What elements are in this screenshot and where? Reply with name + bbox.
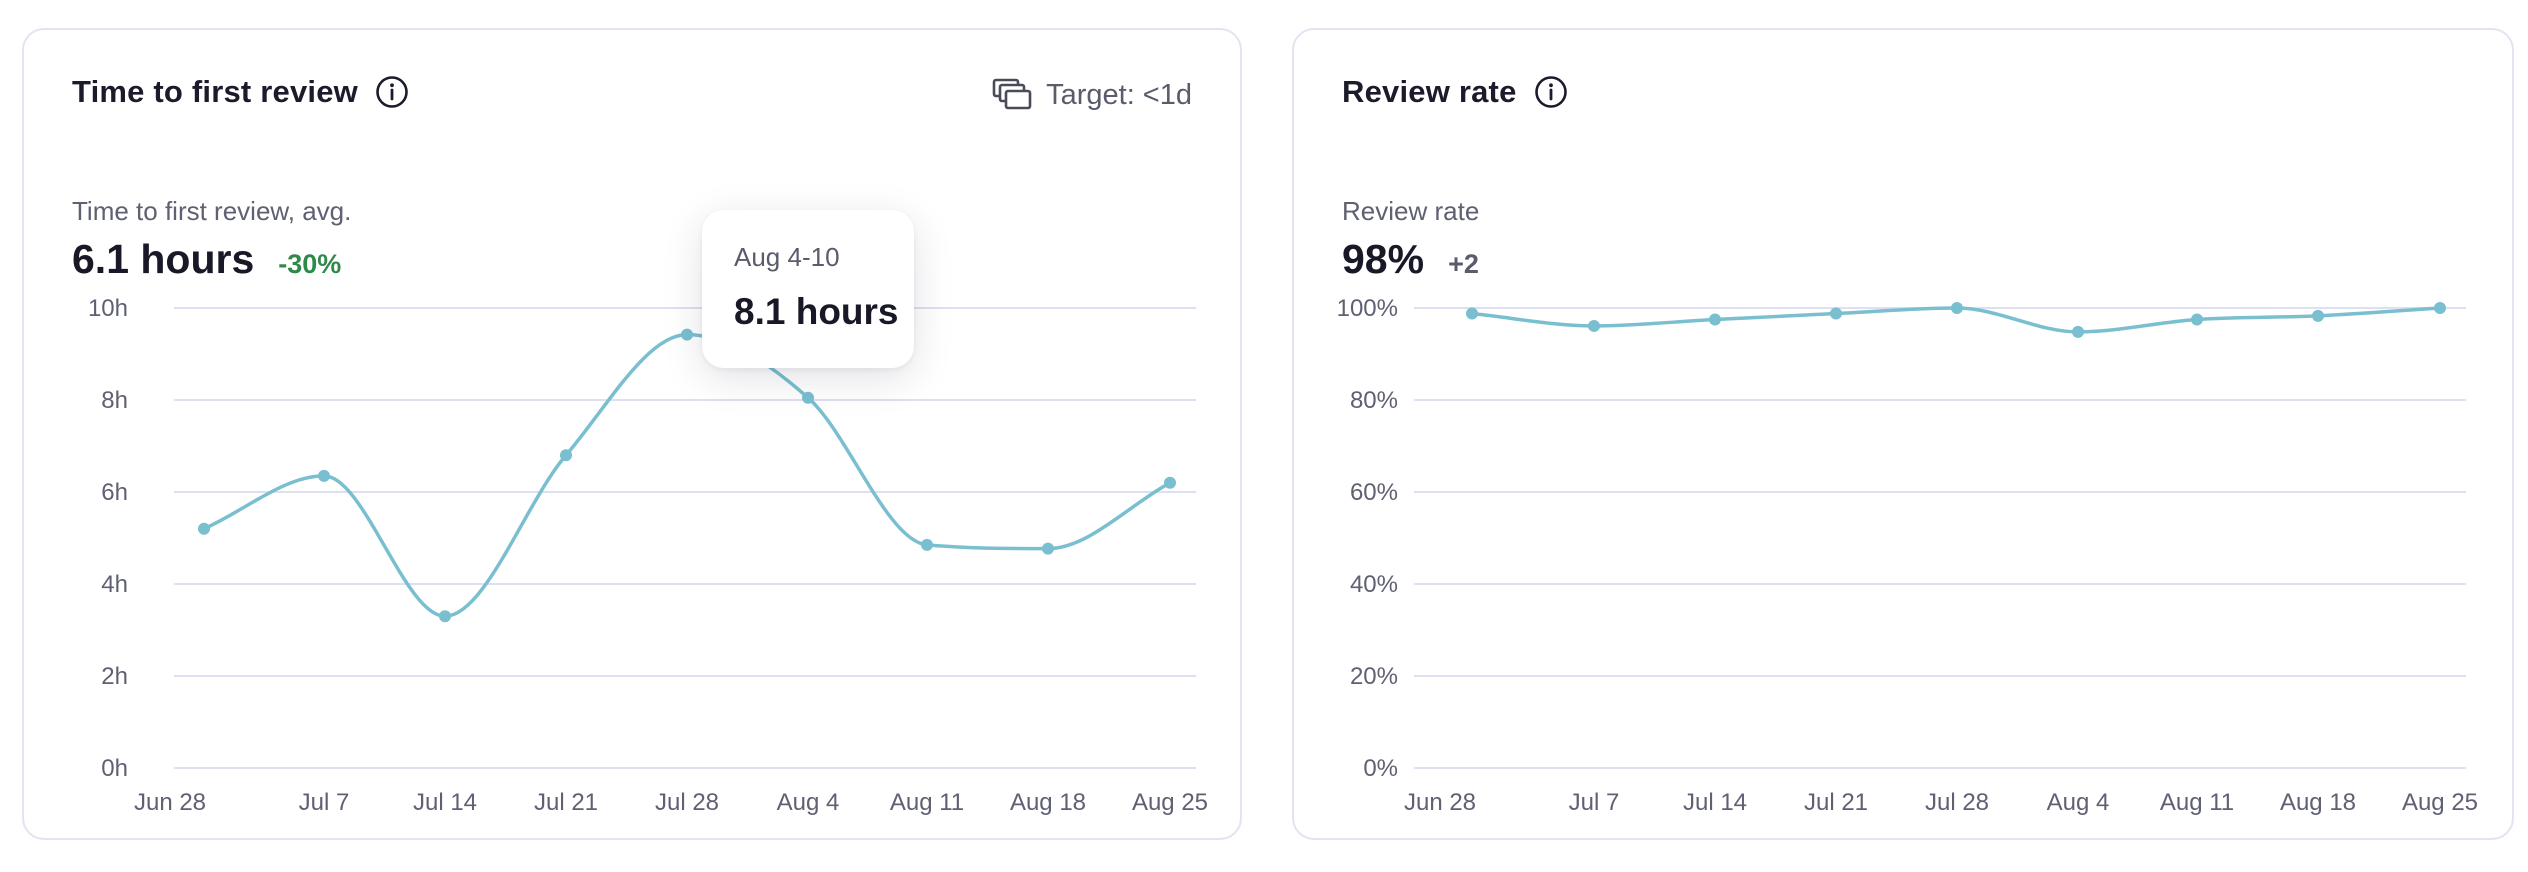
x-tick-label: Jul 21 [1804, 789, 1868, 816]
x-tick-label: Jul 14 [1683, 789, 1747, 816]
y-tick-label: 60% [1350, 479, 1398, 506]
metric-value: 98% [1342, 236, 1425, 282]
data-point [2434, 302, 2446, 314]
target-icon [992, 78, 1032, 110]
info-icon[interactable] [1533, 74, 1569, 110]
y-tick-label: 20% [1350, 663, 1398, 690]
series-line [203, 332, 1171, 618]
x-tick-label: Aug 25 [1132, 789, 1208, 816]
data-point [2312, 309, 2324, 322]
review-rate-chart: 0% 20% 40% 60% 80% 100% Jun 28 Jul 7 Jul 14 Jul 2… [1337, 295, 2478, 816]
x-tick-label: Jun 28 [134, 789, 206, 816]
x-tick-label: Jul 7 [299, 789, 350, 816]
y-tick-label: 4h [101, 571, 128, 598]
metric-row: 98% +2 [1342, 236, 1479, 283]
y-tick-label: 6h [101, 479, 128, 506]
metric-delta: +2 [1448, 249, 1479, 279]
data-point [560, 449, 572, 462]
data-point [802, 391, 814, 404]
metric-label: Review rate [1342, 196, 1480, 226]
data-point [921, 538, 933, 551]
x-tick-label: Jun 28 [1404, 789, 1476, 816]
y-tick-label: 0% [1363, 755, 1398, 782]
x-tick-label: Aug 4 [777, 789, 840, 816]
x-tick-label: Jul 7 [1569, 789, 1620, 816]
x-tick-label: Aug 18 [2280, 789, 2356, 816]
y-tick-label: 100% [1337, 295, 1398, 322]
data-point [1709, 313, 1721, 326]
review-rate-card: 0% 20% 40% 60% 80% 100% Jun 28 Jul 7 Jul 14 Jul 2… [1292, 28, 2514, 840]
chart-tooltip: Aug 4-10 8.1 hours [702, 210, 914, 368]
target-label: Target: <1d [1046, 78, 1192, 111]
data-point [1830, 307, 1842, 320]
time-to-first-review-card: 0h 2h 4h 6h 8h 10h Jun 28 Jul 7 Jul 14 Jul 21 Jul … [22, 28, 1242, 840]
metric-delta: -30% [278, 249, 342, 279]
x-tick-label: Aug 4 [2047, 789, 2110, 816]
data-point [318, 469, 330, 482]
data-point [1164, 476, 1176, 489]
x-tick-label: Jul 28 [1925, 789, 1989, 816]
x-tick-label: Aug 18 [1010, 789, 1086, 816]
x-tick-label: Jul 14 [413, 789, 477, 816]
data-point [681, 328, 693, 341]
y-tick-label: 40% [1350, 571, 1398, 598]
metric-label: Time to first review, avg. [72, 196, 352, 226]
card-title: Review rate [1342, 74, 1517, 109]
data-point [2072, 325, 2084, 338]
x-tick-label: Jul 28 [655, 789, 719, 816]
y-tick-label: 80% [1350, 387, 1398, 414]
tooltip-value: 8.1 hours [734, 291, 899, 332]
y-tick-label: 10h [88, 295, 128, 322]
info-icon[interactable] [374, 74, 410, 110]
data-point [1588, 319, 1600, 332]
y-tick-label: 0h [101, 755, 128, 782]
x-tick-label: Aug 11 [890, 789, 964, 816]
data-point [1951, 302, 1963, 314]
y-tick-label: 2h [101, 663, 128, 690]
y-tick-label: 8h [101, 387, 128, 414]
metric-value: 6.1 hours [72, 236, 255, 282]
data-point [439, 610, 451, 623]
x-tick-label: Jul 21 [534, 789, 598, 816]
target-indicator: Target: <1d [992, 78, 1192, 112]
card-title: Time to first review [72, 74, 358, 109]
data-point [1042, 542, 1054, 555]
card-header: Time to first review [72, 74, 410, 110]
time-to-first-review-chart: 0h 2h 4h 6h 8h 10h Jun 28 Jul 7 Jul 14 Jul 21 Jul … [88, 295, 1208, 816]
data-point [198, 522, 210, 535]
metric-row: 6.1 hours -30% [72, 236, 341, 283]
x-tick-label: Aug 25 [2402, 789, 2478, 816]
x-tick-label: Aug 11 [2160, 789, 2234, 816]
data-point [1466, 307, 1478, 320]
card-header: Review rate [1342, 74, 1569, 110]
tooltip-date: Aug 4-10 [734, 242, 840, 272]
data-point [2191, 313, 2203, 326]
